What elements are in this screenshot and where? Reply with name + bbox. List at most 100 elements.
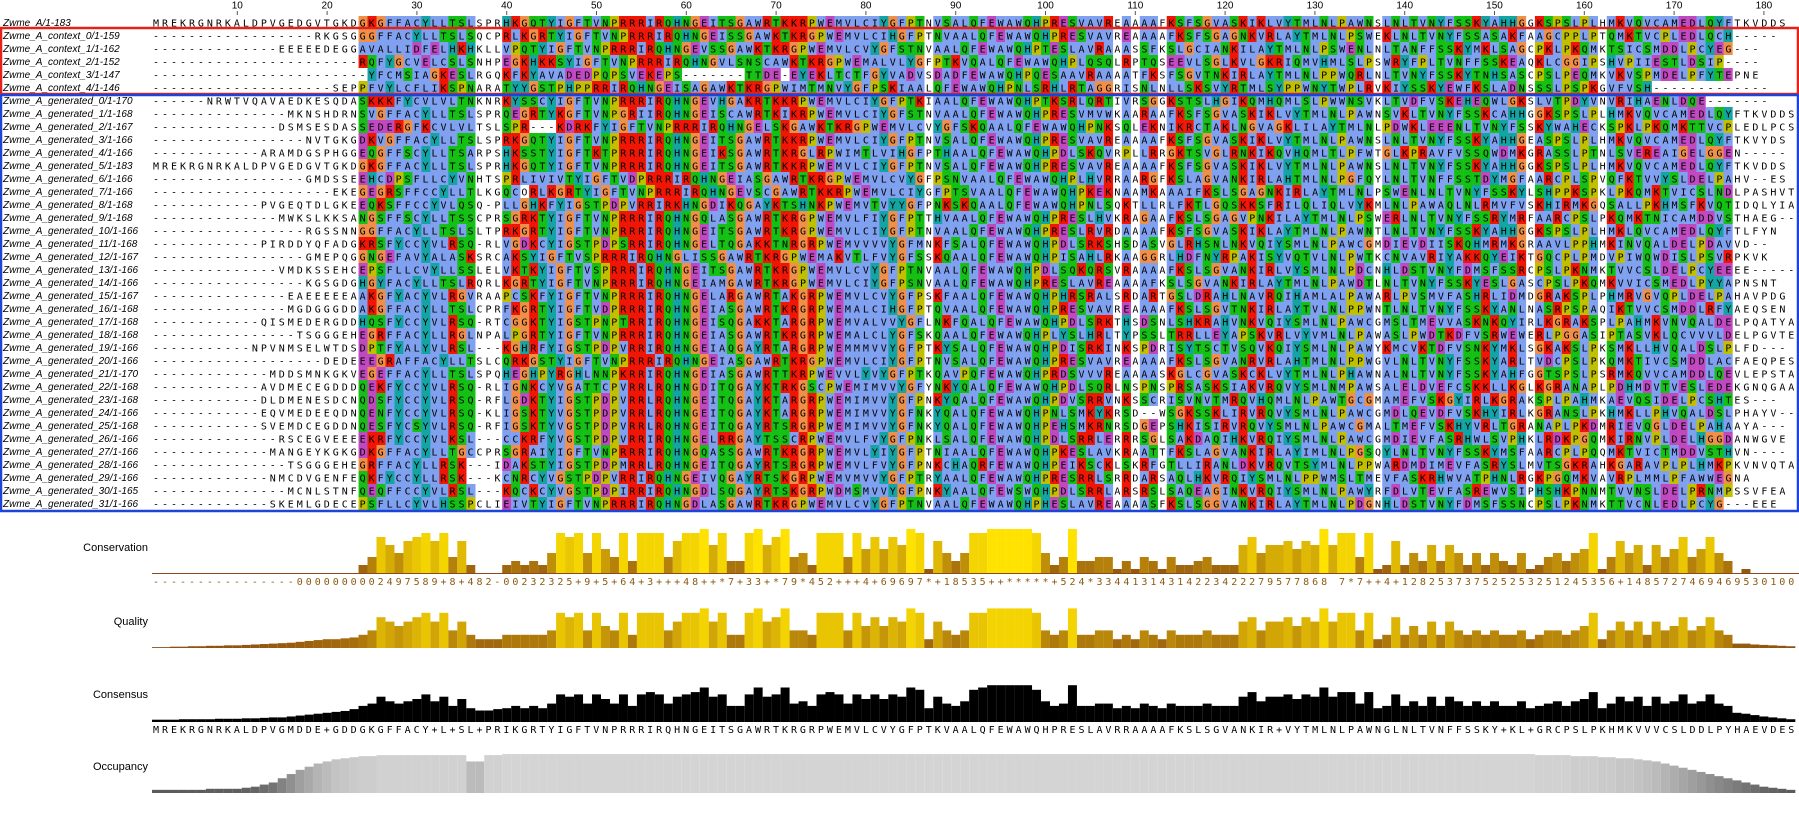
residue-cell xyxy=(1184,250,1194,263)
residue-cell xyxy=(861,458,871,471)
residue-cell xyxy=(1445,185,1455,198)
residue-cell xyxy=(1310,445,1320,458)
residue-cell xyxy=(1292,367,1302,380)
residue-cell xyxy=(1633,432,1643,445)
residue-cell xyxy=(538,172,548,185)
residue-cell xyxy=(888,120,898,133)
residue-cell xyxy=(1642,367,1652,380)
residue-cell xyxy=(663,380,674,393)
residue-cell xyxy=(1445,354,1455,367)
residue-cell xyxy=(969,419,979,432)
residue-cell xyxy=(367,393,377,406)
residue-cell xyxy=(1714,354,1724,367)
residue-cell xyxy=(1660,354,1670,367)
residue-cell xyxy=(1391,16,1401,29)
residue-cell xyxy=(1274,263,1284,276)
residue-cell xyxy=(1516,302,1527,315)
residue-cell xyxy=(834,419,844,432)
residue-cell xyxy=(1229,445,1239,458)
residue-cell xyxy=(1355,68,1365,81)
residue-cell xyxy=(744,445,754,458)
residue-cell xyxy=(1328,237,1338,250)
residue-cell xyxy=(888,302,898,315)
residue-cell xyxy=(1678,419,1688,432)
residue-cell xyxy=(1076,237,1087,250)
residue-cell xyxy=(816,445,826,458)
residue-cell xyxy=(780,302,790,315)
residue-cell xyxy=(1499,328,1509,341)
residue-cell xyxy=(1651,458,1661,471)
residue-cell xyxy=(1041,81,1051,94)
residue-cell xyxy=(1193,146,1203,159)
residue-cell xyxy=(1723,341,1733,354)
residue-cell xyxy=(1103,120,1114,133)
residue-cell xyxy=(834,211,844,224)
residue-cell xyxy=(798,237,808,250)
residue-cell xyxy=(421,367,431,380)
residue-cell xyxy=(933,42,943,55)
residue-cell xyxy=(1723,172,1733,185)
residue-cell xyxy=(1265,16,1275,29)
residue-cell xyxy=(879,55,889,68)
residue-cell xyxy=(780,55,790,68)
residue-cell xyxy=(502,81,512,94)
residue-cell xyxy=(430,107,440,120)
residue-cell xyxy=(403,146,413,159)
residue-cell xyxy=(1283,146,1293,159)
residue-cell xyxy=(1436,94,1446,107)
residue-cell xyxy=(1041,198,1051,211)
residue-cell xyxy=(933,198,943,211)
residue-cell xyxy=(888,185,898,198)
residue-cell xyxy=(744,107,754,120)
residue-cell xyxy=(708,328,718,341)
residue-cell xyxy=(394,302,404,315)
residue-cell xyxy=(1067,367,1078,380)
residue-cell xyxy=(367,302,377,315)
residue-cell xyxy=(1238,276,1248,289)
residue-cell xyxy=(1121,380,1132,393)
residue-cell xyxy=(448,289,458,302)
residue-cell xyxy=(1633,445,1643,458)
residue-cell xyxy=(1705,68,1715,81)
residue-cell xyxy=(1615,289,1625,302)
residue-cell xyxy=(1292,172,1302,185)
residue-cell xyxy=(1534,432,1545,445)
residue-cell xyxy=(520,133,530,146)
residue-cell xyxy=(1085,198,1096,211)
residue-cell xyxy=(1651,211,1661,224)
residue-cell xyxy=(439,29,449,42)
residue-cell xyxy=(834,445,844,458)
residue-cell xyxy=(1651,68,1661,81)
residue-cell xyxy=(888,81,898,94)
residue-cell xyxy=(870,432,880,445)
residue-cell xyxy=(1669,211,1679,224)
residue-cell xyxy=(1445,302,1455,315)
residue-cell xyxy=(1543,302,1554,315)
residue-cell xyxy=(1005,146,1015,159)
residue-cell xyxy=(1588,237,1598,250)
residue-cell xyxy=(888,393,898,406)
residue-cell xyxy=(798,120,808,133)
residue-cell xyxy=(1355,224,1365,237)
residue-cell xyxy=(412,107,422,120)
residue-cell xyxy=(1265,68,1275,81)
residue-cell xyxy=(448,29,458,42)
residue-cell xyxy=(367,94,377,107)
residue-cell xyxy=(1229,393,1239,406)
residue-cell xyxy=(870,419,880,432)
residue-cell xyxy=(1624,133,1634,146)
residue-cell xyxy=(1346,250,1356,263)
residue-cell xyxy=(942,55,952,68)
residue-cell xyxy=(897,120,907,133)
residue-cell xyxy=(1094,55,1105,68)
residue-cell xyxy=(1229,29,1239,42)
residue-cell xyxy=(457,341,467,354)
residue-cell xyxy=(906,432,916,445)
residue-cell xyxy=(906,250,916,263)
residue-cell xyxy=(771,185,781,198)
residue-cell xyxy=(592,263,602,276)
residue-cell xyxy=(735,302,745,315)
residue-cell xyxy=(574,367,584,380)
residue-cell xyxy=(663,315,674,328)
residue-cell xyxy=(762,146,772,159)
